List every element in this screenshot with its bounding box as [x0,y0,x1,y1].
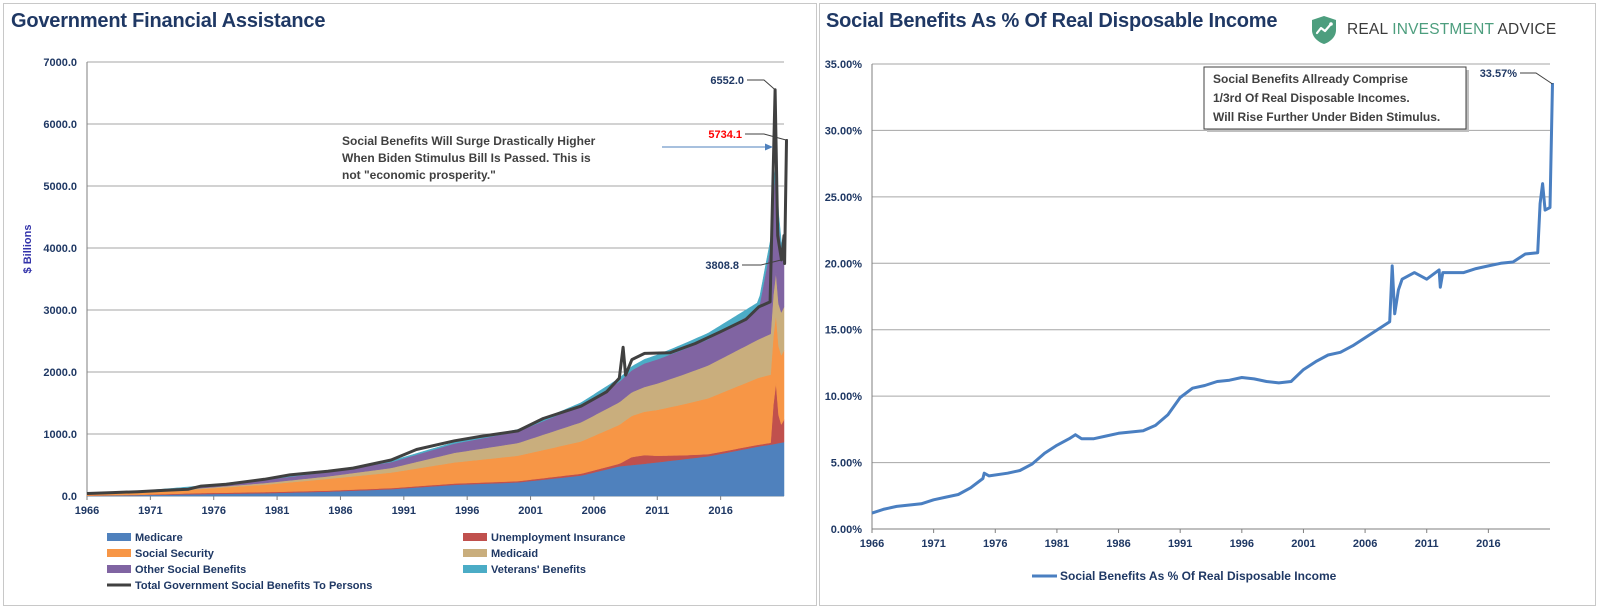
x-tick-label: 2001 [1291,538,1315,550]
y-tick-label: 5000.0 [43,181,77,193]
y-axis-label: $ Billions [22,225,34,274]
y-tick-label: 20.00% [825,258,863,270]
callout-line: When Biden Stimulus Bill Is Passed. This… [342,151,591,165]
legend-swatch [107,549,131,557]
x-tick-label: 1976 [201,505,225,517]
left-chart-svg: 0.0 1000.0 2000.0 3000.0 4000.0 5000.0 6000.0 7… [22,57,788,592]
brand-name: REAL INVESTMENT ADVICE [1347,21,1557,38]
callout-line: not "economic prosperity." [342,168,496,182]
legend-label: Social Security [135,548,215,560]
legend-label: Veterans' Benefits [491,564,586,576]
left-chart-title: Government Financial Assistance [11,10,326,32]
y-tick-label: 2000.0 [43,367,77,379]
y-tick-label: 7000.0 [43,57,77,69]
value-label: 6552.0 [710,75,744,87]
right-chart-svg: 0.00% 5.00% 10.00% 15.00% 20.00% 25.00% 30.00%… [825,59,1554,583]
x-tick-label: 1996 [455,505,479,517]
legend-label: Total Government Social Benefits To Pers… [135,580,372,592]
legend-swatch [463,549,487,557]
legend-swatch [463,565,487,573]
x-tick-label: 1996 [1230,538,1254,550]
brand-logo: REAL INVESTMENT ADVICE [1310,14,1556,46]
left-chart-panel: Government Financial Assistance 0.0 1000.… [3,3,817,606]
x-tick-label: 2016 [708,505,732,517]
x-tick-label: 1986 [328,505,352,517]
y-tick-label: 3000.0 [43,305,77,317]
y-tick-label: 1000.0 [43,429,77,441]
legend-swatch [107,565,131,573]
x-tick-label: 1981 [1045,538,1069,550]
x-tick-label: 1991 [392,505,416,517]
y-tick-label: 0.00% [831,524,862,536]
x-tick-label: 1966 [860,538,884,550]
x-tick-label: 1971 [138,505,162,517]
x-tick-label: 2011 [645,505,669,517]
y-tick-label: 35.00% [825,59,863,71]
legend-label: Other Social Benefits [135,564,246,576]
callout-line: Social Benefits Allready Comprise [1213,72,1408,86]
right-chart-panel: Social Benefits As % Of Real Disposable … [819,3,1596,606]
y-tick-label: 30.00% [825,125,863,137]
legend-label: Medicare [135,532,183,544]
x-tick-label: 1981 [265,505,289,517]
leader-line [745,133,788,141]
y-tick-label: 4000.0 [43,243,77,255]
value-label: 3808.8 [705,260,739,272]
y-tick-label: 6000.0 [43,119,77,131]
legend-label: Unemployment Insurance [491,532,625,544]
x-tick-label: 1986 [1106,538,1130,550]
x-tick-label: 1971 [921,538,945,550]
x-tick-label: 2001 [518,505,542,517]
y-tick-label: 10.00% [825,391,863,403]
callout-line: 1/3rd Of Real Disposable Incomes. [1213,91,1410,105]
x-tick-label: 1991 [1168,538,1192,550]
shield-chart-icon [1312,16,1336,44]
callout-line: Social Benefits Will Surge Drastically H… [342,134,596,148]
x-tick-label: 2006 [582,505,606,517]
x-tick-label: 2016 [1476,538,1500,550]
series-line [871,82,1554,515]
y-tick-label: 0.0 [62,491,77,503]
x-tick-label: 2006 [1353,538,1377,550]
y-tick-label: 5.00% [831,458,862,470]
legend-label: Social Benefits As % Of Real Disposable … [1060,569,1337,583]
leader-line [742,259,782,266]
callout-line: Will Rise Further Under Biden Stimulus. [1213,110,1440,124]
callout-box [1203,66,1467,130]
leader-line [747,79,776,91]
legend-swatch [463,533,487,541]
forecast-arrow-head [765,143,773,151]
legend-swatch [107,533,131,541]
value-label: 33.57% [1480,68,1518,80]
x-tick-label: 1976 [983,538,1007,550]
leader-line [1520,72,1553,85]
x-tick-label: 1966 [75,505,99,517]
value-label: 5734.1 [708,129,742,141]
legend-label: Medicaid [491,548,538,560]
right-chart-title: Social Benefits As % Of Real Disposable … [826,10,1278,32]
x-tick-label: 2011 [1415,538,1439,550]
y-tick-label: 25.00% [825,192,863,204]
y-tick-label: 15.00% [825,325,863,337]
